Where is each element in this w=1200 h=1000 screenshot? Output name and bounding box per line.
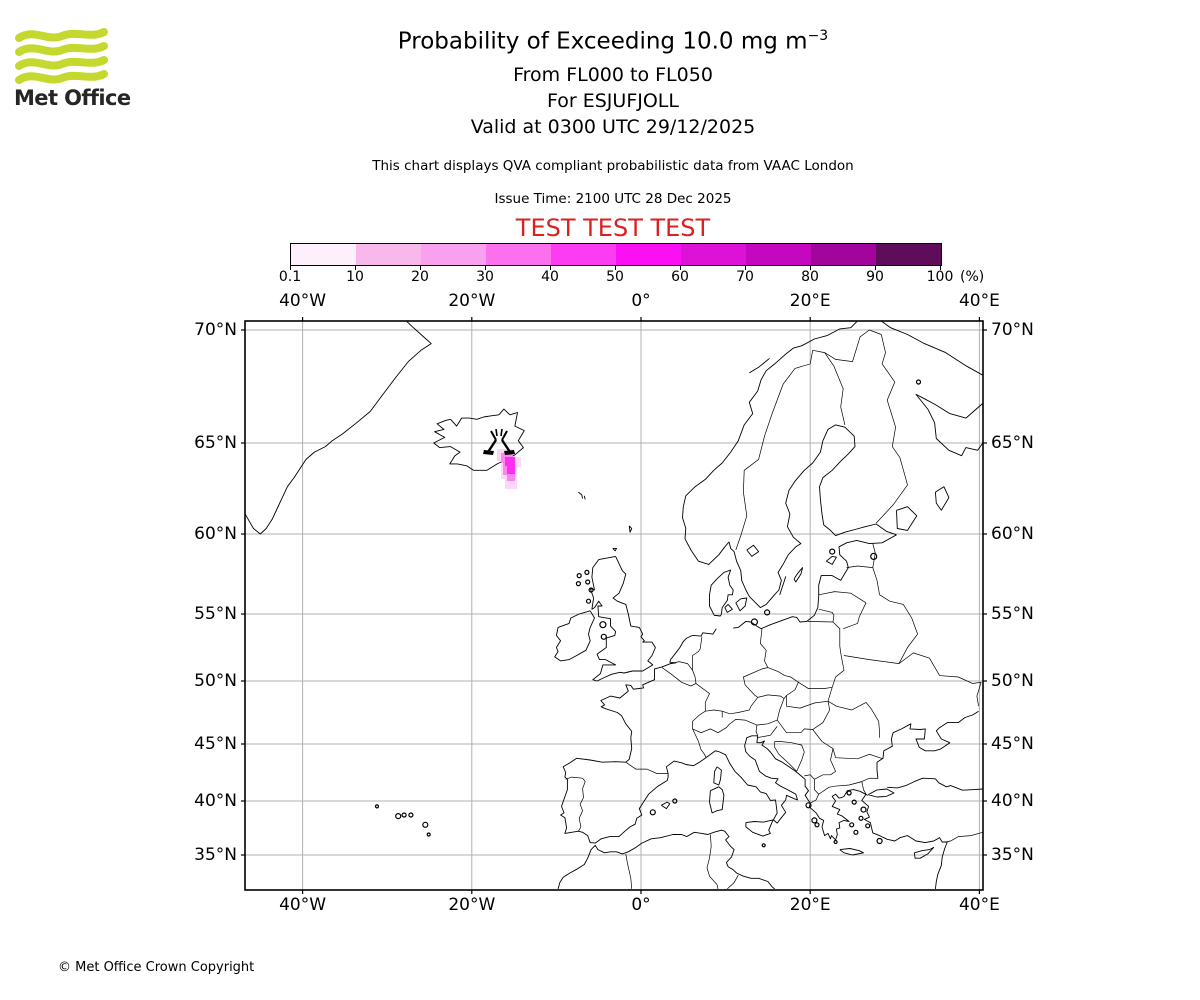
colorbar-tick-label: 90 bbox=[866, 269, 884, 285]
lat-label-left: 35°N bbox=[194, 845, 237, 865]
colorbar-tick-label: 80 bbox=[801, 269, 819, 285]
colorbar-segment bbox=[421, 244, 486, 265]
lon-label-top: 0° bbox=[631, 291, 651, 311]
ash-probability-blob bbox=[497, 449, 521, 489]
colorbar-segment bbox=[681, 244, 746, 265]
lon-label-bottom: 0° bbox=[631, 895, 651, 915]
colorbar-tick-label: 0.1 bbox=[278, 269, 302, 285]
gridlines bbox=[245, 321, 983, 890]
lat-label-right: 60°N bbox=[991, 524, 1034, 544]
page-title: Probability of Exceeding 10.0 mg m−3 bbox=[397, 28, 829, 55]
colorbar-segment bbox=[811, 244, 876, 265]
lon-label-top: 20°W bbox=[448, 291, 496, 311]
met-office-wordmark: Met Office bbox=[14, 86, 131, 110]
colorbar-segment bbox=[486, 244, 551, 265]
colorbar-tick bbox=[290, 266, 291, 270]
colorbar-tick-label: 40 bbox=[541, 269, 559, 285]
colorbar-segment bbox=[876, 244, 941, 265]
lat-label-left: 50°N bbox=[194, 671, 237, 691]
lat-label-right: 45°N bbox=[991, 734, 1034, 754]
lat-label-left: 40°N bbox=[194, 791, 237, 811]
colorbar-tick bbox=[940, 266, 941, 270]
colorbar-tick bbox=[355, 266, 356, 270]
colorbar-tick bbox=[550, 266, 551, 270]
colorbar-tick-label: 20 bbox=[411, 269, 429, 285]
colorbar-tick-label: 60 bbox=[671, 269, 689, 285]
colorbar-unit: (%) bbox=[960, 269, 985, 285]
valid-time-subtitle: Valid at 0300 UTC 29/12/2025 bbox=[470, 116, 756, 138]
lat-label-left: 55°N bbox=[194, 604, 237, 624]
qva-description: This chart displays QVA compliant probab… bbox=[372, 158, 854, 174]
colorbar-tick-label: 50 bbox=[606, 269, 624, 285]
test-banner: TEST TEST TEST bbox=[515, 214, 711, 242]
colorbar-segment bbox=[746, 244, 811, 265]
colorbar-tick-label: 100 bbox=[926, 269, 954, 285]
lat-label-right: 40°N bbox=[991, 791, 1034, 811]
met-office-waves-icon bbox=[15, 28, 108, 84]
colorbar-tick bbox=[745, 266, 746, 270]
lat-label-right: 65°N bbox=[991, 433, 1034, 453]
colorbar-tick bbox=[875, 266, 876, 270]
lon-label-top: 40°E bbox=[958, 291, 1000, 311]
colorbar-tick bbox=[420, 266, 421, 270]
issue-time: Issue Time: 2100 UTC 28 Dec 2025 bbox=[494, 191, 732, 207]
axis-ticks bbox=[241, 317, 987, 894]
volcano-symbol bbox=[483, 428, 515, 455]
colorbar-tick bbox=[485, 266, 486, 270]
lat-label-left: 60°N bbox=[194, 524, 237, 544]
lat-label-right: 35°N bbox=[991, 845, 1034, 865]
small-islands bbox=[374, 379, 922, 848]
colorbar-tick-label: 30 bbox=[476, 269, 494, 285]
lon-label-top: 40°W bbox=[279, 291, 327, 311]
lat-label-left: 70°N bbox=[194, 320, 237, 340]
colorbar-segment bbox=[551, 244, 616, 265]
colorbar-tick bbox=[810, 266, 811, 270]
lat-label-right: 50°N bbox=[991, 671, 1034, 691]
lat-label-right: 70°N bbox=[991, 320, 1034, 340]
colorbar-segment bbox=[291, 244, 356, 265]
lon-label-bottom: 40°E bbox=[958, 895, 1000, 915]
lat-label-left: 45°N bbox=[194, 734, 237, 754]
colorbar-tick bbox=[680, 266, 681, 270]
volcano-subtitle: For ESJUFJOLL bbox=[547, 90, 679, 112]
flight-level-subtitle: From FL000 to FL050 bbox=[513, 64, 713, 86]
lat-label-right: 55°N bbox=[991, 604, 1034, 624]
colorbar-segment bbox=[616, 244, 681, 265]
colorbar-tick bbox=[615, 266, 616, 270]
colorbar-tick-label: 10 bbox=[346, 269, 364, 285]
lon-label-bottom: 20°E bbox=[789, 895, 831, 915]
colorbar-tick-label: 70 bbox=[736, 269, 754, 285]
lon-label-bottom: 20°W bbox=[448, 895, 496, 915]
country-borders bbox=[565, 329, 983, 890]
probability-colorbar bbox=[290, 243, 942, 266]
copyright-notice: © Met Office Crown Copyright bbox=[58, 960, 255, 975]
lon-label-bottom: 40°W bbox=[279, 895, 327, 915]
colorbar-segment bbox=[356, 244, 421, 265]
coastlines bbox=[245, 321, 983, 890]
map-frame bbox=[244, 320, 984, 891]
lon-label-top: 20°E bbox=[789, 291, 831, 311]
lat-label-left: 65°N bbox=[194, 433, 237, 453]
